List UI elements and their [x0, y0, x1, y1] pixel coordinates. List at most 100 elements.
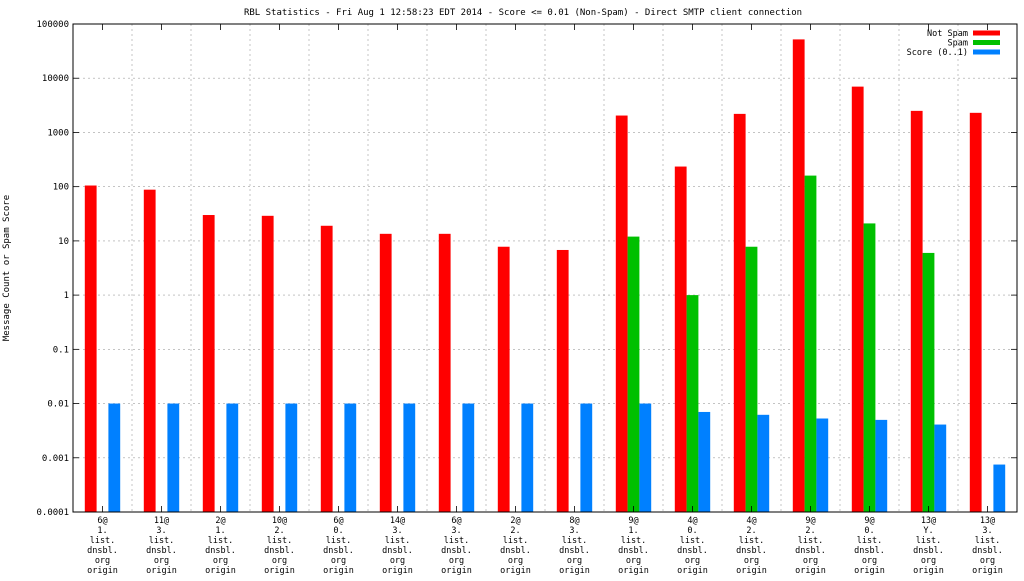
x-category-label: org: [980, 556, 995, 566]
legend-label: Not Spam: [927, 29, 968, 39]
y-tick-label: 0.0001: [36, 508, 69, 518]
x-category-label: list.: [975, 536, 1001, 546]
bar-spam: [922, 252, 935, 512]
bar-score-0-1: [875, 419, 888, 512]
bar-not-spam: [792, 39, 805, 513]
y-ticks: 0.0001 0.001 0.01 0.1 1 10 100 1000 10000 100000: [36, 20, 1017, 518]
x-category-label: list.: [916, 536, 942, 546]
bar-not-spam: [379, 233, 392, 512]
x-category-label: list.: [444, 536, 470, 546]
bar-not-spam: [733, 113, 746, 512]
x-category-label: dnsbl.: [146, 546, 177, 556]
bar-not-spam: [320, 225, 333, 513]
x-category-label: org: [95, 556, 110, 566]
x-category-label: 0.: [687, 526, 697, 536]
x-category-label: origin: [205, 566, 236, 576]
x-category-label: dnsbl.: [795, 546, 826, 556]
bar-spam: [745, 246, 758, 513]
bar-not-spam: [910, 110, 923, 513]
bar-score-0-1: [580, 403, 593, 512]
x-category-label: 0.: [864, 526, 874, 536]
x-category-label: 8@: [569, 516, 579, 526]
x-category-label: list.: [385, 536, 411, 546]
x-category-label: org: [508, 556, 523, 566]
bar-score-0-1: [639, 403, 652, 512]
x-category-label: 13@: [980, 516, 995, 526]
bar-not-spam: [497, 246, 510, 513]
x-category-label: dnsbl.: [205, 546, 236, 556]
y-tick-label: 0.001: [42, 454, 69, 464]
x-category-label: 4@: [746, 516, 756, 526]
x-category-label: list.: [503, 536, 529, 546]
x-category-label: org: [449, 556, 464, 566]
x-category-label: origin: [972, 566, 1003, 576]
bar-score-0-1: [462, 403, 475, 512]
x-category-label: 13@: [921, 516, 936, 526]
x-category-label: list.: [267, 536, 293, 546]
bar-not-spam: [202, 215, 215, 512]
x-category-label: dnsbl.: [854, 546, 885, 556]
x-category-label: 9@: [628, 516, 638, 526]
x-category-label: org: [154, 556, 169, 566]
x-category-label: 6@: [333, 516, 343, 526]
x-categories: 6@1.list.dnsbl.orgorigin11@3.list.dnsbl.…: [87, 516, 1003, 576]
x-category-label: origin: [736, 566, 767, 576]
bar-score-0-1: [167, 403, 180, 512]
x-category-label: list.: [857, 536, 883, 546]
x-category-label: origin: [677, 566, 708, 576]
y-tick-label: 100: [53, 183, 69, 193]
legend-swatch: [973, 49, 1000, 55]
x-category-label: origin: [146, 566, 177, 576]
x-category-label: 0.: [333, 526, 343, 536]
y-axis-label: Message Count or Spam Score: [2, 195, 12, 341]
x-category-label: dnsbl.: [87, 546, 118, 556]
x-category-label: org: [626, 556, 641, 566]
x-category-label: origin: [559, 566, 590, 576]
plot-frame: [72, 23, 1018, 513]
x-category-label: 2.: [274, 526, 284, 536]
x-category-label: org: [331, 556, 346, 566]
x-category-label: 4@: [687, 516, 697, 526]
x-category-label: 2@: [215, 516, 225, 526]
x-category-label: origin: [382, 566, 413, 576]
x-category-label: 1.: [628, 526, 638, 536]
bar-score-0-1: [757, 414, 770, 512]
bar-score-0-1: [698, 411, 711, 512]
x-category-label: org: [390, 556, 405, 566]
x-category-label: org: [744, 556, 759, 566]
x-category-label: list.: [326, 536, 352, 546]
bar-score-0-1: [934, 424, 947, 512]
x-category-label: origin: [87, 566, 118, 576]
x-category-label: 11@: [154, 516, 169, 526]
bar-not-spam: [969, 112, 982, 513]
x-category-label: origin: [618, 566, 649, 576]
x-category-label: dnsbl.: [500, 546, 531, 556]
x-category-label: origin: [323, 566, 354, 576]
x-category-label: org: [213, 556, 228, 566]
x-category-label: dnsbl.: [913, 546, 944, 556]
x-category-label: 9@: [864, 516, 874, 526]
y-tick-label: 1000: [47, 128, 69, 138]
legend-swatch: [973, 40, 1000, 45]
x-category-label: dnsbl.: [264, 546, 295, 556]
bar-spam: [804, 175, 817, 513]
x-category-label: 2@: [510, 516, 520, 526]
x-category-label: list.: [90, 536, 116, 546]
axes: [72, 23, 1018, 513]
x-category-label: org: [272, 556, 287, 566]
x-category-label: list.: [621, 536, 647, 546]
bar-spam: [686, 295, 699, 512]
x-category-label: 3.: [982, 526, 992, 536]
x-category-label: dnsbl.: [618, 546, 649, 556]
y-tick-label: 10000: [42, 74, 69, 84]
x-category-label: org: [803, 556, 818, 566]
bar-score-0-1: [993, 464, 1006, 512]
x-category-label: dnsbl.: [323, 546, 354, 556]
x-category-label: 10@: [272, 516, 287, 526]
x-category-label: origin: [795, 566, 826, 576]
x-category-label: org: [685, 556, 700, 566]
x-category-label: 2.: [510, 526, 520, 536]
bar-spam: [863, 223, 876, 512]
